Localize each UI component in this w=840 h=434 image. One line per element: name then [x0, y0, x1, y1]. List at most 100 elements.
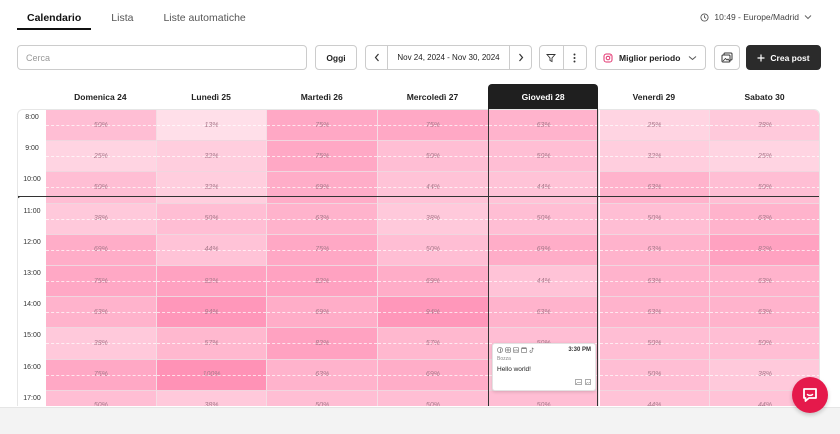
time-slot-cell[interactable]: 38% — [46, 203, 157, 235]
scheduled-post-card[interactable]: 3:30 PM Bozza Hello world! — [492, 343, 596, 391]
time-slot-cell[interactable]: 63% — [710, 297, 819, 329]
time-slot-cell[interactable]: 82% — [267, 328, 379, 360]
time-slot-cell[interactable]: 63% — [599, 234, 711, 266]
time-slot-cell[interactable]: 32% — [599, 141, 711, 173]
time-slot-cell[interactable]: 50% — [378, 390, 489, 406]
time-slot-cell[interactable]: 94% — [156, 297, 268, 329]
time-slot-cell[interactable]: 44% — [156, 234, 268, 266]
half-hour-divider — [46, 125, 156, 127]
time-slot-cell[interactable]: 82% — [156, 266, 268, 298]
time-slot-cell[interactable]: 50% — [46, 110, 157, 142]
time-slot-cell[interactable]: 44% — [599, 390, 711, 406]
create-post-button[interactable]: Crea post — [746, 45, 821, 70]
time-slot-cell[interactable]: 50% — [488, 203, 600, 235]
tab-liste-automatiche[interactable]: Liste automatiche — [163, 12, 246, 24]
time-slot-cell[interactable]: 82% — [710, 234, 819, 266]
time-slot-cell[interactable]: 50% — [378, 141, 489, 173]
time-slot-cell[interactable]: 44% — [488, 266, 600, 298]
time-slot-cell[interactable]: 50% — [599, 203, 711, 235]
time-slot-cell[interactable]: 38% — [710, 110, 819, 142]
time-slot-cell[interactable]: 69% — [46, 234, 157, 266]
time-slot-cell[interactable]: 63% — [599, 297, 711, 329]
next-week-button[interactable] — [509, 46, 531, 69]
time-slot-cell[interactable]: 50% — [710, 328, 819, 360]
timezone-selector[interactable]: 10:49 - Europe/Madrid — [700, 12, 812, 22]
half-hour-divider — [378, 374, 488, 376]
bottom-bar — [0, 407, 840, 434]
time-slot-cell[interactable]: 75% — [46, 359, 157, 391]
time-slot-cell[interactable]: 50% — [488, 390, 600, 406]
time-slot-cell[interactable]: 57% — [378, 328, 489, 360]
time-slot-cell[interactable]: 50% — [267, 390, 379, 406]
time-slot-cell[interactable]: 63% — [599, 266, 711, 298]
time-slot-cell[interactable]: 75% — [267, 110, 379, 142]
tab-lista[interactable]: Lista — [111, 12, 134, 24]
time-slot-cell[interactable]: 75% — [267, 234, 379, 266]
media-library-button[interactable] — [714, 45, 740, 70]
tab-calendario[interactable]: Calendario — [17, 10, 92, 30]
time-slot-cell[interactable]: 32% — [156, 172, 268, 204]
time-slot-cell[interactable]: 63% — [46, 297, 157, 329]
date-range-label[interactable]: Nov 24, 2024 - Nov 30, 2024 — [397, 53, 500, 62]
time-slot-cell[interactable]: 63% — [488, 297, 600, 329]
time-slot-cell[interactable]: 63% — [267, 203, 379, 235]
time-slot-cell[interactable]: 69% — [378, 359, 489, 391]
today-button[interactable]: Oggi — [315, 45, 357, 70]
half-hour-divider — [267, 218, 378, 220]
today-column-outline — [487, 109, 599, 406]
time-slot-cell[interactable]: 38% — [378, 203, 489, 235]
time-slot-cell[interactable]: 50% — [156, 203, 268, 235]
time-slot-cell[interactable]: 57% — [156, 328, 268, 360]
time-slot-cell[interactable]: 50% — [599, 328, 711, 360]
time-slot-cell[interactable]: 44% — [378, 172, 489, 204]
half-hour-divider — [46, 187, 156, 189]
time-slot-cell[interactable]: 63% — [710, 266, 819, 298]
time-slot-cell[interactable]: 38% — [156, 390, 268, 406]
time-slot-cell[interactable]: 44% — [710, 390, 819, 406]
half-hour-divider — [267, 281, 378, 283]
time-slot-cell[interactable]: 82% — [267, 266, 379, 298]
time-slot-cell[interactable]: 75% — [378, 110, 489, 142]
time-slot-cell[interactable]: 63% — [488, 110, 600, 142]
time-slot-cell[interactable]: 69% — [378, 266, 489, 298]
half-hour-divider — [267, 125, 378, 127]
time-slot-cell[interactable]: 50% — [488, 141, 600, 173]
linkedin-icon — [513, 347, 519, 355]
time-slot-cell[interactable]: 63% — [599, 172, 711, 204]
time-slot-cell[interactable]: 50% — [710, 172, 819, 204]
time-slot-cell[interactable]: 69% — [267, 297, 379, 329]
time-slot-cell[interactable]: 32% — [156, 141, 268, 173]
prev-week-button[interactable] — [366, 46, 388, 69]
time-slot-cell[interactable]: 44% — [488, 172, 600, 204]
more-options-button[interactable] — [562, 46, 587, 69]
time-slot-cell[interactable]: 25% — [710, 141, 819, 173]
time-slot-cell[interactable]: 63% — [710, 203, 819, 235]
time-slot-cell[interactable]: 75% — [46, 266, 157, 298]
time-slot-cell[interactable]: 25% — [46, 141, 157, 173]
time-slot-cell[interactable]: 50% — [46, 390, 157, 406]
time-slot-cell[interactable]: 25% — [599, 110, 711, 142]
time-slot-cell[interactable]: 13% — [156, 110, 268, 142]
time-slot-cell[interactable]: 69% — [488, 234, 600, 266]
best-period-dropdown[interactable]: Miglior periodo — [595, 45, 706, 70]
time-slot-cell[interactable]: 69% — [267, 172, 379, 204]
filter-button[interactable] — [540, 46, 563, 69]
time-slot-cell[interactable]: 100% — [156, 359, 268, 391]
half-hour-divider — [488, 312, 599, 314]
half-hour-divider — [156, 312, 267, 314]
time-slot-cell[interactable]: 75% — [267, 141, 379, 173]
engagement-percent: 44% — [758, 402, 773, 406]
hour-label: 14:00 — [23, 301, 41, 309]
time-slot-cell[interactable]: 50% — [378, 234, 489, 266]
timezone-label: 10:49 - Europe/Madrid — [714, 12, 799, 22]
time-slot-cell[interactable]: 50% — [46, 172, 157, 204]
image-gallery-icon — [721, 52, 733, 63]
search-input[interactable] — [17, 45, 307, 70]
time-slot-cell[interactable]: 63% — [267, 359, 379, 391]
half-hour-divider — [46, 249, 156, 251]
chat-launcher-button[interactable] — [792, 377, 828, 413]
time-slot-cell[interactable]: 94% — [378, 297, 489, 329]
time-slot-cell[interactable]: 38% — [46, 328, 157, 360]
half-hour-divider — [599, 281, 710, 283]
time-slot-cell[interactable]: 50% — [599, 359, 711, 391]
